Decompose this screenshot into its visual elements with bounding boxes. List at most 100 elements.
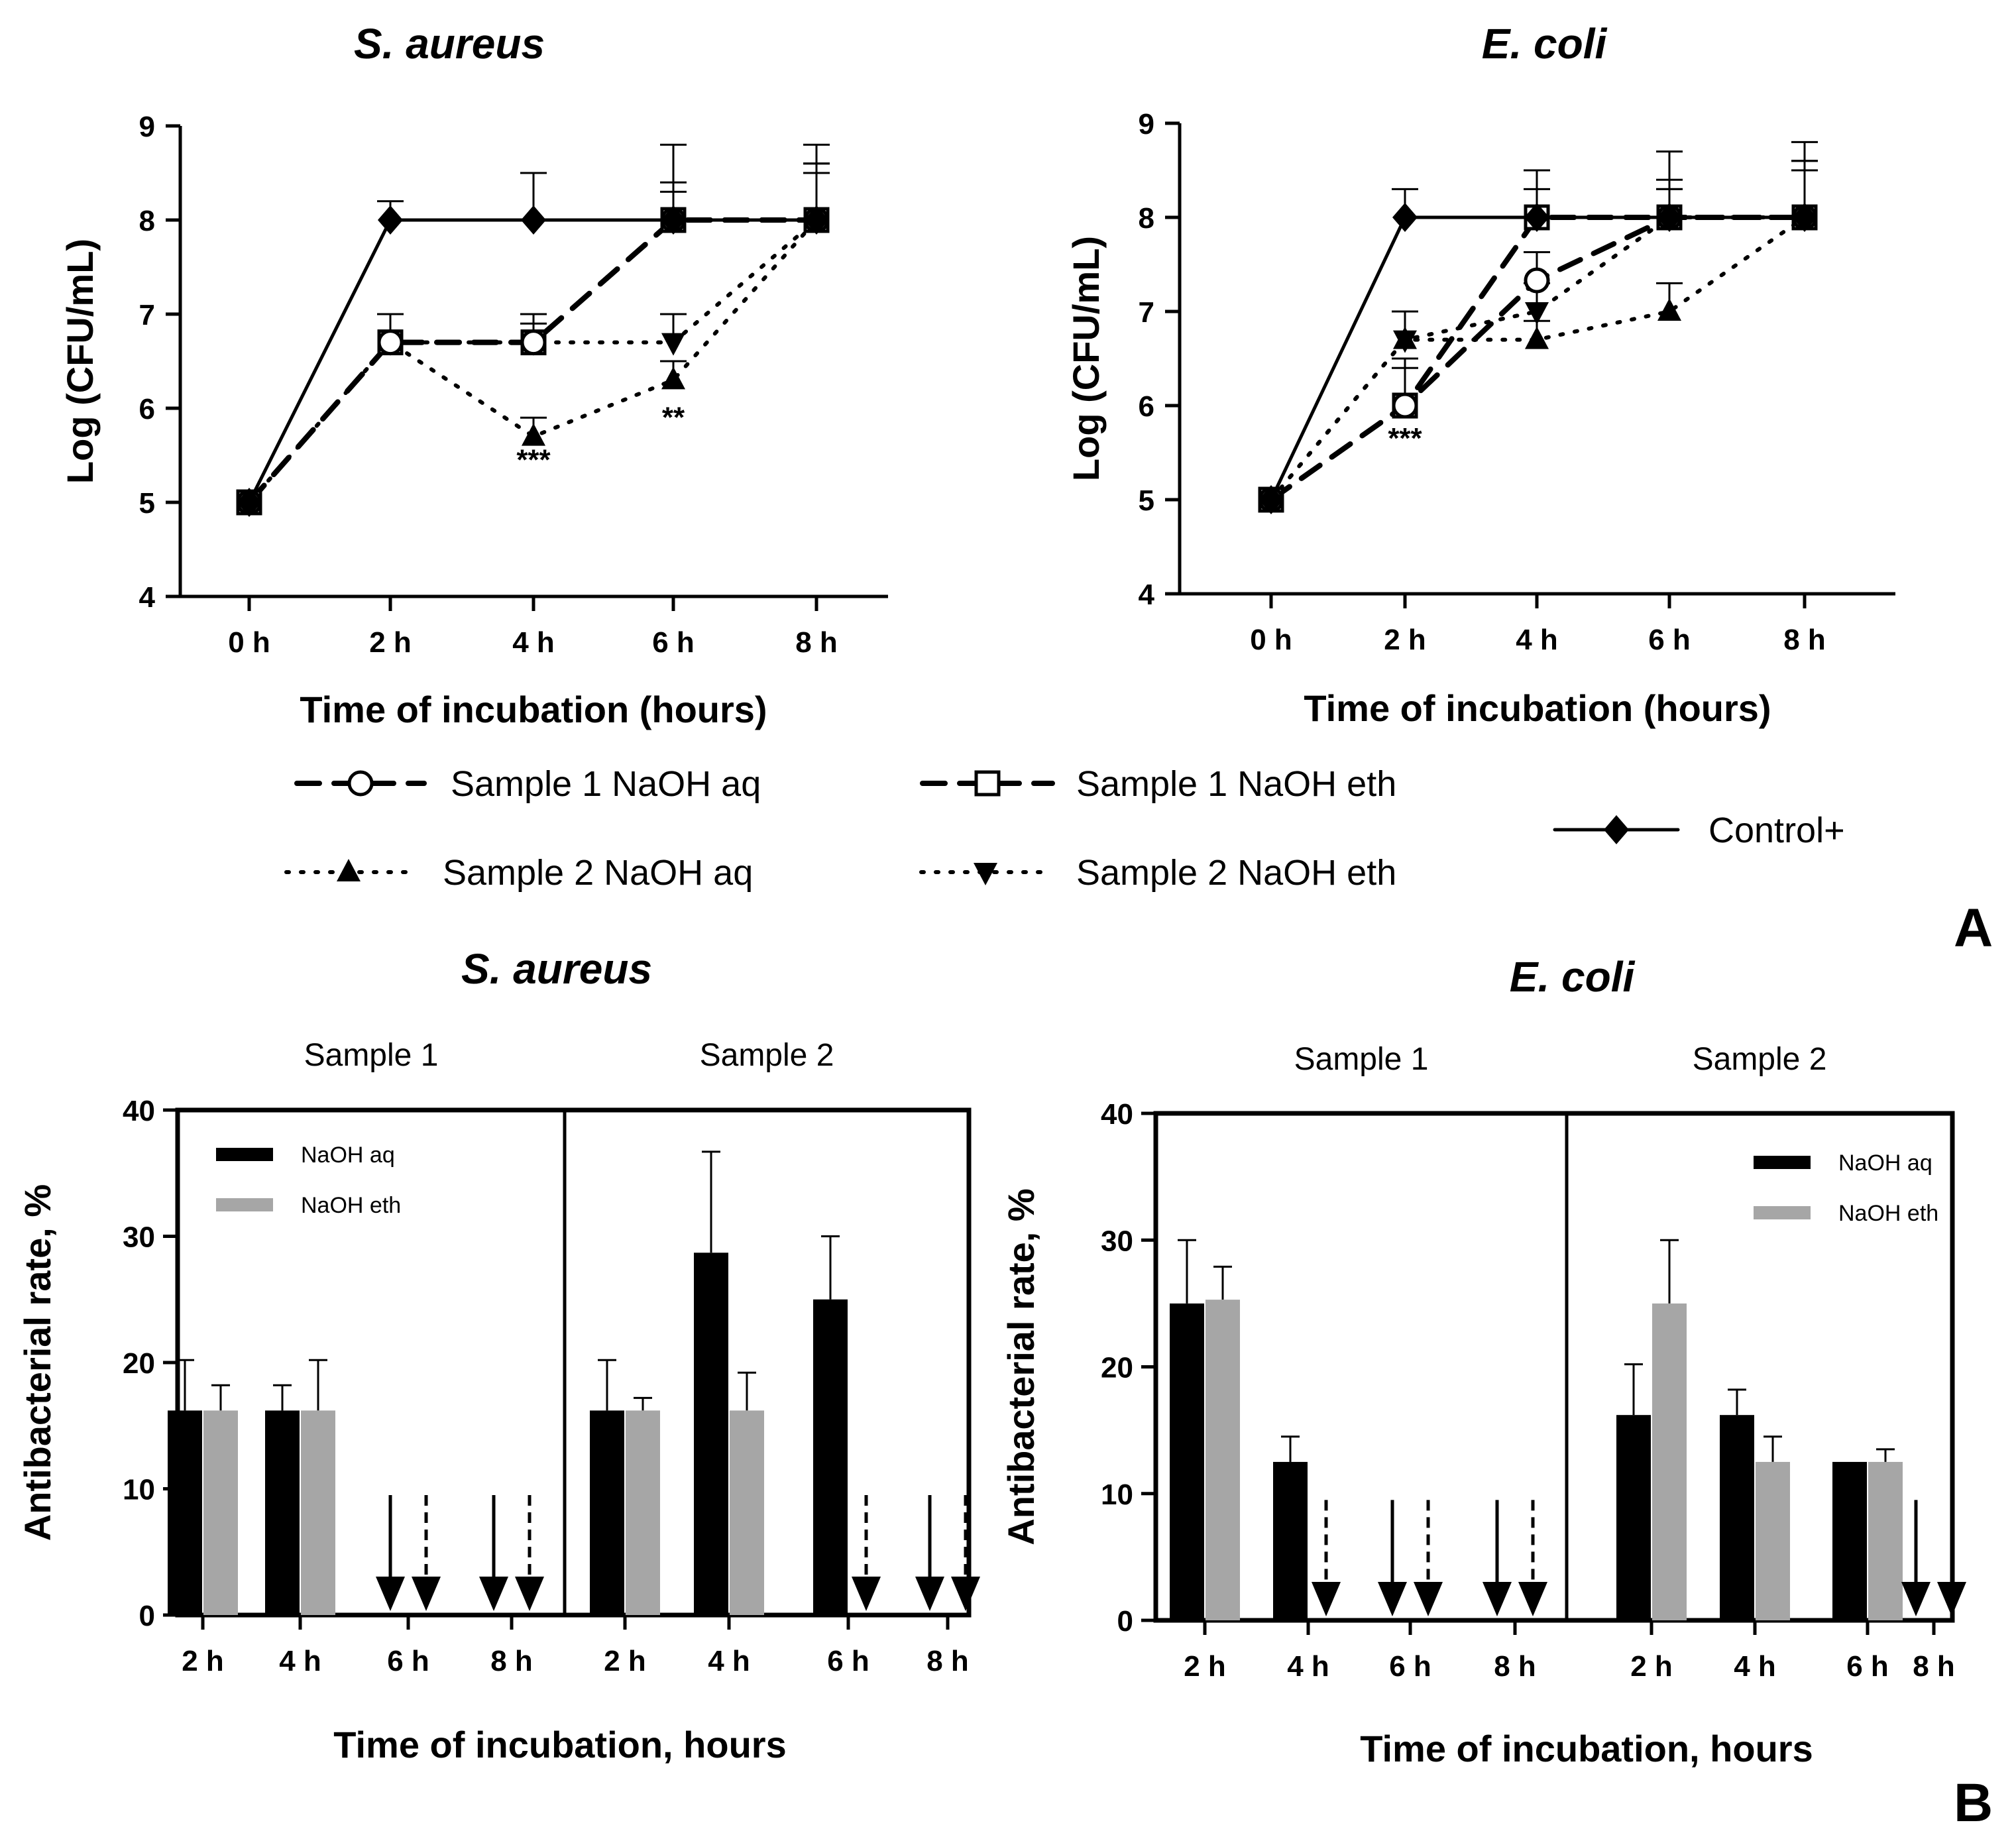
x-axis-title: Time of incubation, hours <box>333 1724 786 1765</box>
bar-aq <box>168 1410 202 1615</box>
x-axis-title: Time of incubation, hours <box>1360 1728 1813 1769</box>
x-tick-label: 0 h <box>228 626 270 659</box>
point-control <box>521 205 546 235</box>
y-tick-label: 9 <box>139 111 155 143</box>
legend-label-aq: NaOH aq <box>301 1143 395 1168</box>
y-tick-label: 4 <box>139 581 156 614</box>
legend-swatch-aq <box>216 1148 273 1161</box>
x-tick-label: 6 h <box>827 1645 869 1677</box>
legend-marker-s2_eth <box>974 863 997 885</box>
x-tick-label: 6 h <box>1648 624 1691 656</box>
x-tick-label: 6 h <box>387 1645 429 1677</box>
x-tick-label: 2 h <box>369 626 412 659</box>
y-axis-title: Log (CFU/mL) <box>59 239 101 484</box>
point-s2_aq <box>522 423 545 446</box>
zero-arrow-head-aq <box>1901 1582 1931 1616</box>
y-tick-label: 0 <box>1117 1605 1133 1638</box>
y-tick-label: 6 <box>139 393 155 425</box>
x-tick-label: 8 h <box>1913 1650 1955 1683</box>
chart-title: E. coli <box>1482 20 1608 68</box>
point-control <box>1657 203 1682 232</box>
panel-letter-b: B <box>1954 1773 1993 1833</box>
x-tick-label: 4 h <box>279 1645 321 1677</box>
legend-marker-s1_eth <box>974 770 1001 797</box>
panel-a-e-coli-chart: E. coli 4 5 6 7 8 9 0 h 2 h 4 h 6 h 8 h Time of incu… <box>1065 20 1895 729</box>
y-tick-label: 30 <box>123 1221 155 1254</box>
bar-aq <box>265 1410 300 1615</box>
x-axis-title: Time of incubation (hours) <box>300 689 767 730</box>
group-label: Sample 1 <box>304 1038 439 1073</box>
y-tick-label: 5 <box>139 487 155 520</box>
panel-letter-a: A <box>1954 898 1993 958</box>
y-tick-label: 8 <box>1139 202 1154 235</box>
legend-swatch-eth <box>216 1198 273 1211</box>
bar-eth <box>301 1410 335 1615</box>
zero-arrow-head-eth <box>951 1577 980 1611</box>
bar-aq <box>813 1299 848 1615</box>
y-tick-label: 8 <box>139 205 155 237</box>
legend-label-eth: NaOH eth <box>301 1193 401 1218</box>
legend-label-s1_eth: Sample 1 NaOH eth <box>1076 764 1396 804</box>
y-tick-label: 10 <box>1101 1479 1133 1511</box>
point-s1_aq <box>1392 392 1418 419</box>
point-s2_eth <box>661 333 685 356</box>
significance-label: ** <box>662 401 685 433</box>
y-tick-label: 30 <box>1101 1225 1133 1257</box>
legend-swatch-aq <box>1754 1156 1811 1169</box>
x-tick-label: 4 h <box>1516 624 1558 656</box>
legend-label-aq: NaOH aq <box>1838 1150 1932 1176</box>
x-tick-label: 4 h <box>1287 1650 1329 1683</box>
zero-arrow-head-aq <box>376 1577 405 1611</box>
bar-aq <box>1832 1461 1867 1620</box>
bar-eth <box>1205 1300 1240 1620</box>
zero-arrow-head-aq <box>915 1577 944 1611</box>
x-tick-label: 8 h <box>926 1645 969 1677</box>
legend-marker-control <box>1604 815 1629 844</box>
point-s2_eth <box>1393 330 1417 353</box>
bar-eth <box>730 1410 764 1615</box>
point-control <box>1392 203 1418 232</box>
x-tick-label: 6 h <box>1389 1650 1431 1683</box>
point-control <box>1792 203 1817 232</box>
zero-arrow-head-aq <box>1378 1582 1407 1616</box>
y-axis-title: Antibacterial rate, % <box>17 1184 58 1541</box>
x-tick-label: 2 h <box>1630 1650 1673 1683</box>
y-axis-title: Log (CFU/mL) <box>1065 236 1107 481</box>
y-tick-label: 7 <box>1139 296 1154 329</box>
point-s1_aq <box>377 329 404 356</box>
x-tick-label: 2 h <box>604 1645 646 1677</box>
zero-arrow-head-aq <box>1483 1582 1512 1616</box>
legend-swatch-eth <box>1754 1206 1811 1219</box>
zero-arrow-head-eth <box>1518 1582 1547 1616</box>
zero-arrow-head-eth <box>1414 1582 1443 1616</box>
x-tick-label: 4 h <box>512 626 555 659</box>
y-tick-label: 10 <box>123 1474 155 1506</box>
point-s1_aq <box>1524 267 1550 294</box>
x-tick-label: 8 h <box>490 1645 533 1677</box>
zero-arrow-head-aq <box>479 1577 508 1611</box>
chart-title: E. coli <box>1510 953 1636 1001</box>
x-tick-label: 8 h <box>1494 1650 1536 1683</box>
point-s2_aq <box>661 366 685 390</box>
legend-marker-s2_aq <box>337 859 361 881</box>
point-control <box>661 205 686 235</box>
panel-a-legend: Sample 1 NaOH aq Sample 1 NaOH eth Control… <box>284 764 1845 893</box>
significance-label: *** <box>1388 422 1422 455</box>
legend-label-eth: NaOH eth <box>1838 1201 1938 1226</box>
bar-aq <box>694 1253 728 1615</box>
panel-a-s-aureus-chart: S. aureus 4 5 6 7 8 9 0 h 2 h 4 h 6 h 8 h Time of in… <box>59 20 888 730</box>
y-tick-label: 20 <box>1101 1352 1133 1384</box>
point-control <box>1524 203 1549 232</box>
y-tick-label: 40 <box>1101 1098 1133 1131</box>
panel-b-s-aureus-chart: S. aureus Sample 1 Sample 2 0 10 20 30 40 Time o… <box>17 945 980 1765</box>
y-tick-label: 0 <box>139 1600 155 1632</box>
y-tick-label: 40 <box>123 1095 155 1127</box>
point-s2_aq <box>1525 326 1549 349</box>
y-axis-title: Antibacterial rate, % <box>1000 1188 1042 1545</box>
zero-arrow-head-eth <box>412 1577 441 1611</box>
point-control <box>378 205 403 235</box>
bar-aq <box>590 1410 624 1615</box>
zero-arrow-head-eth <box>852 1577 881 1611</box>
legend-label-control: Control+ <box>1708 811 1845 850</box>
point-control <box>1259 485 1284 514</box>
